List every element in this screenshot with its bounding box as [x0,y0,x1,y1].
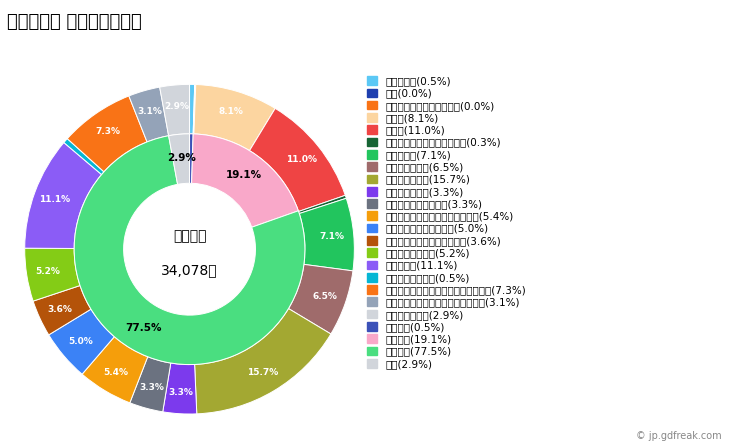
Wedge shape [192,134,298,227]
Text: 7.3%: 7.3% [95,127,120,136]
Wedge shape [195,308,331,414]
Text: 5.2%: 5.2% [36,267,61,276]
Text: 3.3%: 3.3% [139,383,164,392]
Wedge shape [168,134,190,184]
Wedge shape [129,87,168,142]
Wedge shape [289,264,353,334]
Text: 5.0%: 5.0% [68,337,93,347]
Wedge shape [194,85,276,151]
Text: 11.1%: 11.1% [39,195,71,204]
Wedge shape [130,357,171,412]
Wedge shape [249,109,346,211]
Wedge shape [160,85,190,136]
Text: 3.6%: 3.6% [47,305,72,314]
Legend: 農業，林業(0.5%), 漁業(0.0%), 鉱業，採石業，砂利採取業(0.0%), 建設業(8.1%), 製造業(11.0%), 電気・ガス・熱供給・水道業(: 農業，林業(0.5%), 漁業(0.0%), 鉱業，採石業，砂利採取業(0.0%… [367,76,526,369]
Wedge shape [25,142,101,248]
Wedge shape [67,96,147,172]
Wedge shape [64,139,104,174]
Text: 5.4%: 5.4% [104,368,128,376]
Text: 2.9%: 2.9% [164,102,189,111]
Text: ２０２０年 志木市の就業者: ２０２０年 志木市の就業者 [7,13,142,31]
Text: 3.1%: 3.1% [138,107,163,116]
Text: 34,078人: 34,078人 [161,263,218,278]
Wedge shape [190,85,195,134]
Text: 77.5%: 77.5% [125,324,162,333]
Text: 8.1%: 8.1% [219,107,243,117]
Wedge shape [193,85,195,134]
Wedge shape [74,136,305,364]
Wedge shape [300,198,354,271]
Text: © jp.gdfreak.com: © jp.gdfreak.com [636,431,722,441]
Text: 15.7%: 15.7% [247,368,278,377]
Wedge shape [49,309,114,374]
Wedge shape [299,195,346,214]
Wedge shape [33,286,91,335]
Text: 11.0%: 11.0% [286,155,316,164]
Wedge shape [190,134,193,183]
Wedge shape [25,248,80,301]
Text: 3.3%: 3.3% [168,388,193,397]
Wedge shape [82,337,148,403]
Text: 2.9%: 2.9% [167,153,195,163]
Wedge shape [163,363,197,414]
Text: 7.1%: 7.1% [320,232,345,241]
Text: 6.5%: 6.5% [313,292,338,301]
Text: 19.1%: 19.1% [225,170,262,180]
Wedge shape [193,85,196,134]
Text: 就業者数: 就業者数 [173,229,206,243]
